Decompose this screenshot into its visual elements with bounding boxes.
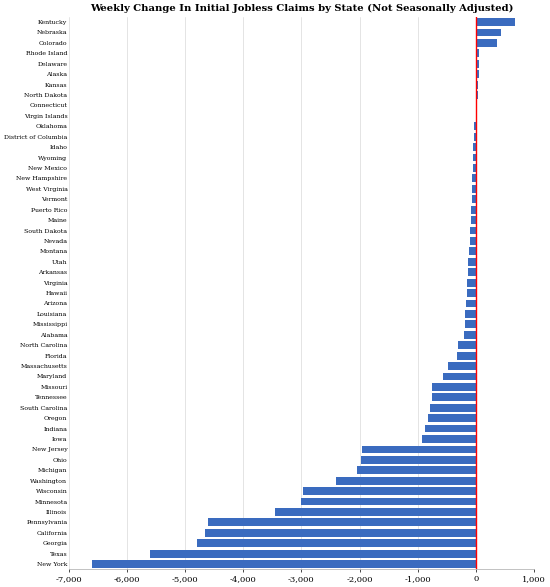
Bar (476, 112, 477, 120)
Bar (468, 268, 476, 276)
Bar (456, 352, 476, 359)
Bar (466, 289, 476, 297)
Bar (467, 279, 476, 286)
Bar (422, 435, 476, 443)
Bar (471, 216, 476, 224)
Bar (472, 195, 476, 203)
Bar (465, 321, 476, 328)
Bar (474, 143, 476, 151)
Bar (470, 237, 476, 245)
Bar (197, 539, 476, 547)
Bar (476, 60, 479, 68)
Bar (474, 133, 476, 141)
Bar (448, 362, 476, 370)
Bar (466, 299, 476, 308)
Bar (432, 383, 476, 391)
Bar (208, 518, 476, 527)
Bar (301, 498, 476, 505)
Bar (362, 446, 476, 453)
Bar (469, 248, 476, 255)
Bar (476, 70, 478, 78)
Bar (476, 29, 501, 36)
Bar (464, 331, 476, 339)
Bar (275, 508, 476, 516)
Bar (356, 466, 476, 474)
Title: Weekly Change In Initial Jobless Claims by State (Not Seasonally Adjusted): Weekly Change In Initial Jobless Claims … (90, 4, 513, 14)
Bar (458, 341, 476, 349)
Bar (472, 164, 476, 172)
Bar (425, 424, 476, 433)
Bar (465, 310, 476, 318)
Bar (473, 154, 476, 161)
Bar (150, 550, 476, 558)
Bar (443, 373, 476, 380)
Bar (476, 80, 478, 89)
Bar (474, 122, 476, 130)
Bar (302, 487, 476, 495)
Bar (472, 174, 476, 183)
Bar (476, 49, 479, 58)
Bar (468, 258, 476, 266)
Bar (428, 414, 476, 422)
Bar (431, 404, 476, 411)
Bar (476, 18, 515, 26)
Bar (476, 91, 477, 99)
Bar (92, 560, 476, 568)
Bar (336, 477, 476, 485)
Bar (471, 206, 476, 214)
Bar (206, 529, 476, 537)
Bar (476, 39, 497, 47)
Bar (470, 227, 476, 234)
Bar (472, 185, 476, 193)
Bar (432, 393, 476, 401)
Bar (476, 102, 477, 109)
Bar (361, 456, 476, 464)
